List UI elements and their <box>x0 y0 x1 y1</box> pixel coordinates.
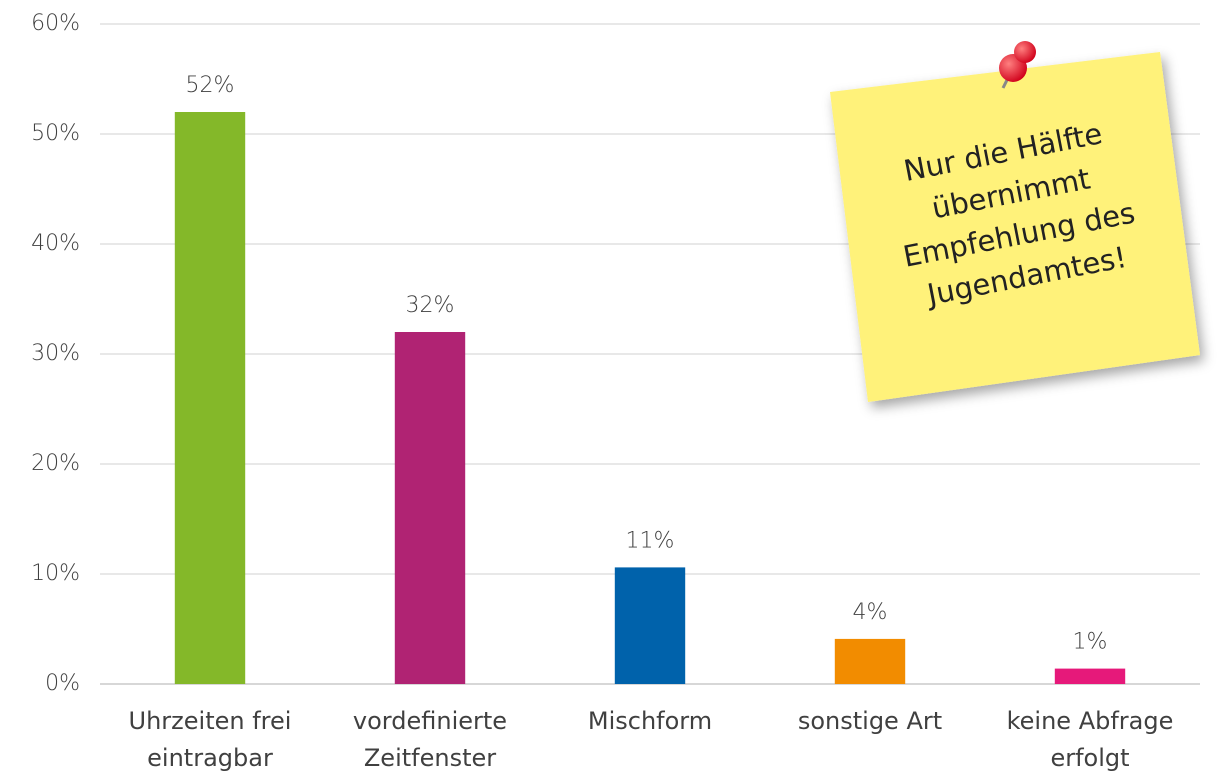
pin-top <box>1014 41 1036 63</box>
y-tick-label: 10% <box>31 561 80 586</box>
y-tick-label: 40% <box>31 231 80 256</box>
x-tick-label: vordefinierte Zeitfenster <box>352 707 508 772</box>
value-label: 32% <box>406 293 455 318</box>
x-tick-label: Mischform <box>587 707 713 735</box>
bar <box>394 332 466 684</box>
value-label: 4% <box>853 600 888 625</box>
x-tick-label: sonstige Art <box>797 707 943 735</box>
x-tick-label: Uhrzeiten frei eintragbar <box>128 707 292 772</box>
y-tick-label: 50% <box>31 121 80 146</box>
value-label: 52% <box>186 73 235 98</box>
value-label: 1% <box>1073 630 1108 655</box>
note-paper <box>830 52 1200 402</box>
bar <box>174 112 246 684</box>
value-label: 11% <box>626 528 675 553</box>
bar <box>614 567 686 684</box>
bar <box>1054 668 1126 684</box>
plot: 0% 10% 20% 30% 40% 50% 60% 52% 32% 11% 4% 1% <box>31 11 1200 696</box>
y-tick-label: 20% <box>31 451 80 476</box>
y-tick-label: 0% <box>45 671 80 696</box>
y-tick-label: 30% <box>31 341 80 366</box>
bar <box>834 638 906 684</box>
y-tick-label: 60% <box>31 11 80 36</box>
sticky-note <box>830 41 1200 402</box>
x-tick-label: keine Abfrage erfolgt <box>1006 707 1174 772</box>
